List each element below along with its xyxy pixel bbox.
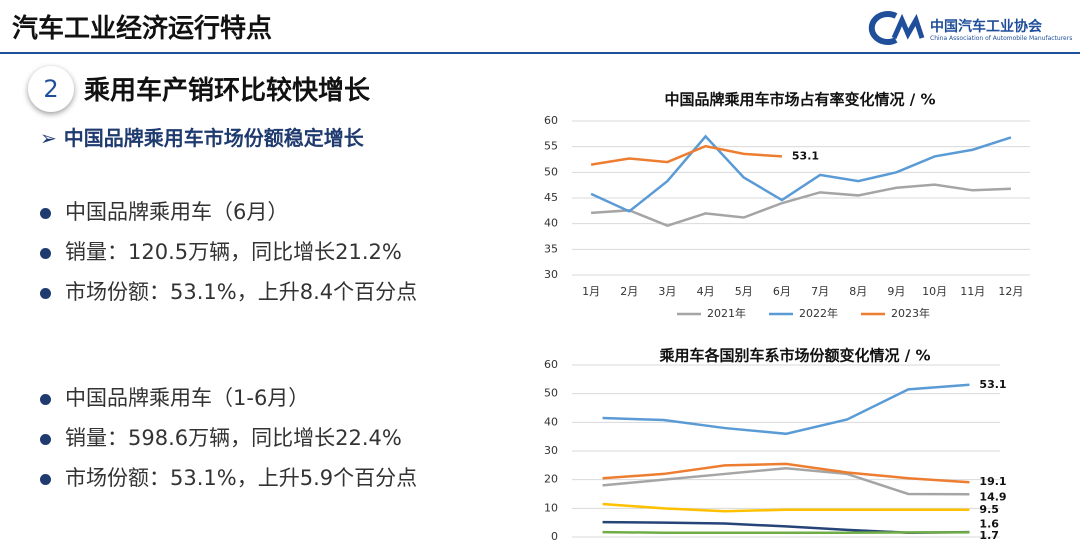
legend-label: 2022年	[799, 306, 838, 320]
org-name: 中国汽车工业协会	[930, 19, 1042, 35]
y-tick-label: 20	[544, 473, 558, 486]
y-tick-label: 50	[544, 387, 558, 400]
bullet: 销量：120.5万辆，同比增长21.2%	[40, 236, 402, 266]
section-title: 乘用车产销环比较快增长	[84, 76, 371, 106]
y-tick-label: 10	[544, 501, 558, 514]
subtitle-text: 中国品牌乘用车市场份额稳定增长	[63, 126, 364, 150]
org-subtitle: China Association of Automobile Manufact…	[930, 35, 1073, 42]
bullet: 中国品牌乘用车（6月）	[40, 196, 288, 226]
x-tick-label: 7月	[811, 285, 829, 298]
data-label: 1.6	[979, 517, 999, 530]
y-tick-label: 35	[544, 242, 558, 255]
series-line	[590, 134, 1012, 213]
data-label: 53.1	[792, 149, 819, 162]
series-line	[602, 530, 970, 534]
bullet: 销量：598.6万辆，同比增长22.4%	[40, 422, 402, 452]
section-number: 2	[28, 66, 74, 112]
x-tick-label: 8月	[849, 285, 867, 298]
x-tick-label: 3月	[658, 285, 676, 298]
header-rule	[0, 52, 1080, 54]
data-label: 9.5	[979, 503, 999, 516]
series-line	[590, 183, 1011, 228]
chart-title: 中国品牌乘用车市场占有率变化情况 / %	[665, 91, 936, 109]
data-label: 14.9	[979, 490, 1006, 503]
y-tick-label: 60	[544, 114, 558, 127]
y-tick-label: 50	[544, 165, 558, 178]
slide-title: 汽车工业经济运行特点	[12, 14, 273, 44]
series-line	[602, 462, 970, 484]
y-tick-label: 30	[544, 268, 558, 281]
x-tick-label: 1月	[582, 285, 600, 298]
x-tick-label: 9月	[887, 285, 905, 298]
y-tick-label: 60	[544, 358, 558, 371]
x-tick-label: 6月	[773, 285, 791, 298]
series-line	[590, 144, 783, 166]
subtitle: ➢ 中国品牌乘用车市场份额稳定增长	[40, 126, 364, 150]
y-tick-label: 55	[544, 140, 558, 153]
data-label: 53.1	[979, 378, 1006, 391]
header: 汽车工业经济运行特点 中国汽车工业协会 China Association of…	[0, 0, 1080, 50]
x-tick-label: 12月	[998, 285, 1023, 298]
y-tick-label: 0	[551, 530, 558, 543]
x-tick-label: 2月	[620, 285, 638, 298]
series-line	[602, 502, 970, 513]
legend-label: 2021年	[707, 306, 746, 320]
logo	[868, 11, 925, 45]
x-tick-label: 11月	[960, 285, 985, 298]
data-label: 19.1	[979, 475, 1006, 488]
series-line	[602, 383, 970, 436]
y-tick-label: 45	[544, 191, 558, 204]
chart-title: 乘用车各国别车系市场份额变化情况 / %	[659, 347, 931, 365]
x-tick-label: 4月	[697, 285, 715, 298]
x-tick-label: 5月	[735, 285, 753, 298]
legend-label: 2023年	[891, 306, 930, 320]
series-line	[602, 520, 970, 534]
series-line	[602, 466, 970, 496]
y-tick-label: 30	[544, 444, 558, 457]
bullet: 市场份额：53.1%，上升8.4个百分点	[40, 276, 417, 306]
x-tick-label: 10月	[922, 285, 947, 298]
bullet: 中国品牌乘用车（1-6月）	[40, 382, 309, 412]
y-tick-label: 40	[544, 415, 558, 428]
bullet: 市场份额：53.1%，上升5.9个百分点	[40, 462, 417, 492]
data-label: 1.7	[979, 529, 999, 542]
y-tick-label: 40	[544, 217, 558, 230]
